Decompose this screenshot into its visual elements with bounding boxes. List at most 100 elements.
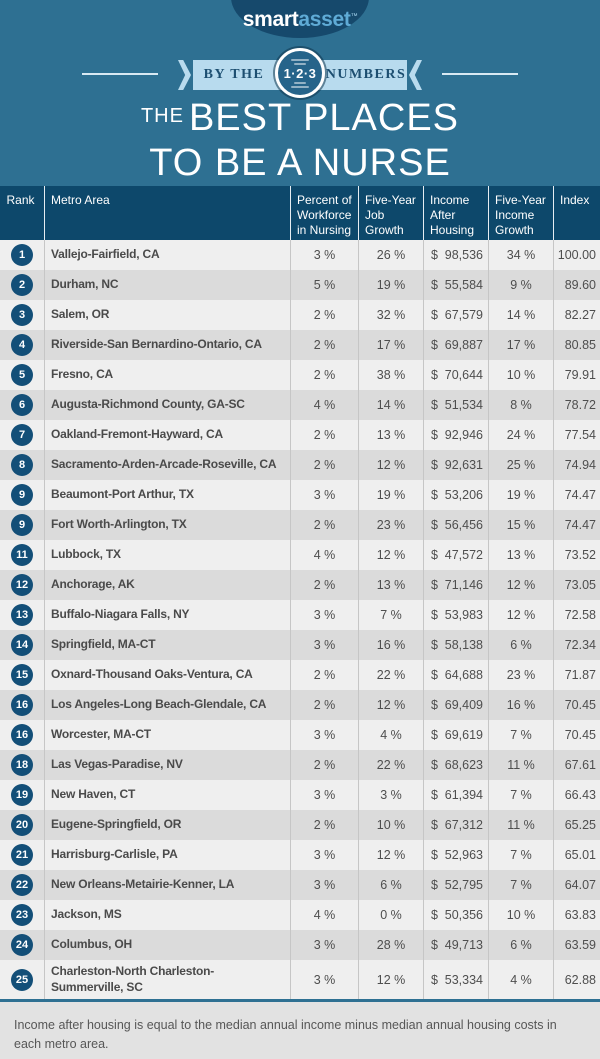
pct-workforce-value: 3 % (290, 960, 358, 1000)
currency-symbol: $ (431, 518, 438, 532)
job-growth-value: 3 % (358, 780, 423, 810)
rank-badge: 22 (11, 874, 33, 896)
income-value: 52,795 (444, 878, 483, 892)
metro-name: Anchorage, AK (44, 570, 290, 600)
income-growth-value: 12 % (488, 570, 553, 600)
currency-symbol: $ (431, 398, 438, 412)
logo-part-smart: smart (242, 8, 299, 31)
smartasset-logo: smartasset™ (231, 0, 369, 38)
income-growth-value: 7 % (488, 870, 553, 900)
table-row: 25 Charleston-North Charleston-Summervill… (0, 960, 600, 1000)
income-after-housing-cell: $47,572 (423, 540, 488, 570)
income-value: 49,713 (444, 938, 483, 952)
job-growth-value: 22 % (358, 660, 423, 690)
income-growth-value: 4 % (488, 960, 553, 1000)
currency-symbol: $ (431, 548, 438, 562)
metro-name: Harrisburg-Carlisle, PA (44, 840, 290, 870)
income-after-housing-cell: $51,534 (423, 390, 488, 420)
rank-cell: 15 (0, 660, 44, 690)
rank-badge: 2 (11, 274, 33, 296)
banner-right-rule (442, 73, 518, 75)
pct-workforce-value: 4 % (290, 540, 358, 570)
rank-badge: 15 (11, 664, 33, 686)
income-growth-value: 10 % (488, 360, 553, 390)
income-growth-value: 6 % (488, 630, 553, 660)
job-growth-value: 6 % (358, 870, 423, 900)
index-value: 65.25 (553, 810, 600, 840)
column-header-index: Index (553, 186, 600, 240)
currency-symbol: $ (431, 338, 438, 352)
badge-decorative-line (294, 81, 306, 84)
rank-cell: 2 (0, 270, 44, 300)
ribbon-text-numbers: NUMBERS (325, 67, 407, 82)
pct-workforce-value: 2 % (290, 360, 358, 390)
rank-badge: 14 (11, 634, 33, 656)
rank-badge: 23 (11, 904, 33, 926)
metro-name: Oakland-Fremont-Hayward, CA (44, 420, 290, 450)
badge-decorative-line (291, 85, 309, 88)
column-header-income-growth: Five-Year Income Growth (488, 186, 553, 240)
rank-badge: 18 (11, 754, 33, 776)
income-after-housing-cell: $67,579 (423, 300, 488, 330)
pct-workforce-value: 3 % (290, 930, 358, 960)
income-value: 52,963 (444, 848, 483, 862)
job-growth-value: 17 % (358, 330, 423, 360)
job-growth-value: 4 % (358, 720, 423, 750)
income-after-housing-cell: $70,644 (423, 360, 488, 390)
income-growth-value: 11 % (488, 810, 553, 840)
rank-badge: 9 (11, 514, 33, 536)
currency-symbol: $ (431, 608, 438, 622)
pct-workforce-value: 3 % (290, 600, 358, 630)
rank-cell: 16 (0, 720, 44, 750)
rank-badge: 16 (11, 724, 33, 746)
pct-workforce-value: 3 % (290, 840, 358, 870)
rank-cell: 9 (0, 480, 44, 510)
currency-symbol: $ (431, 578, 438, 592)
income-after-housing-cell: $55,584 (423, 270, 488, 300)
rank-cell: 11 (0, 540, 44, 570)
income-growth-value: 10 % (488, 900, 553, 930)
rank-badge: 19 (11, 784, 33, 806)
income-after-housing-cell: $61,394 (423, 780, 488, 810)
rank-cell: 24 (0, 930, 44, 960)
income-growth-value: 13 % (488, 540, 553, 570)
table-row: 12 Anchorage, AK 2 % 13 % $71,146 12 % 73.05 (0, 570, 600, 600)
rank-badge: 25 (11, 968, 33, 991)
index-value: 63.83 (553, 900, 600, 930)
metro-name: Durham, NC (44, 270, 290, 300)
rank-cell: 6 (0, 390, 44, 420)
table-row: 14 Springfield, MA-CT 3 % 16 % $58,138 6 % 72.… (0, 630, 600, 660)
job-growth-value: 12 % (358, 840, 423, 870)
index-value: 74.47 (553, 510, 600, 540)
metro-name: Las Vegas-Paradise, NV (44, 750, 290, 780)
column-header-pct-workforce: Percent of Workforce in Nursing (290, 186, 358, 240)
job-growth-value: 12 % (358, 960, 423, 1000)
pct-workforce-value: 3 % (290, 870, 358, 900)
index-value: 62.88 (553, 960, 600, 1000)
currency-symbol: $ (431, 638, 438, 652)
index-value: 79.91 (553, 360, 600, 390)
title-main: BEST PLACES (188, 97, 460, 139)
income-after-housing-cell: $52,963 (423, 840, 488, 870)
index-value: 100.00 (553, 240, 600, 270)
column-header-income-after-housing: Income After Housing (423, 186, 488, 240)
rank-cell: 12 (0, 570, 44, 600)
table-row: 15 Oxnard-Thousand Oaks-Ventura, CA 2 % 22 … (0, 660, 600, 690)
metro-name: Fort Worth-Arlington, TX (44, 510, 290, 540)
index-value: 67.61 (553, 750, 600, 780)
income-value: 58,138 (444, 638, 483, 652)
table-body: 1 Vallejo-Fairfield, CA 3 % 26 % $98,536 34 %… (0, 240, 600, 1000)
rank-badge: 24 (11, 934, 33, 956)
table-row: 6 Augusta-Richmond County, GA-SC 4 % 14 % $5… (0, 390, 600, 420)
job-growth-value: 10 % (358, 810, 423, 840)
income-after-housing-cell: $67,312 (423, 810, 488, 840)
currency-symbol: $ (431, 728, 438, 742)
pct-workforce-value: 3 % (290, 480, 358, 510)
metro-name: Riverside-San Bernardino-Ontario, CA (44, 330, 290, 360)
job-growth-value: 12 % (358, 540, 423, 570)
index-value: 73.52 (553, 540, 600, 570)
job-growth-value: 13 % (358, 420, 423, 450)
index-value: 72.34 (553, 630, 600, 660)
title-prefix: THE (140, 105, 184, 127)
job-growth-value: 7 % (358, 600, 423, 630)
